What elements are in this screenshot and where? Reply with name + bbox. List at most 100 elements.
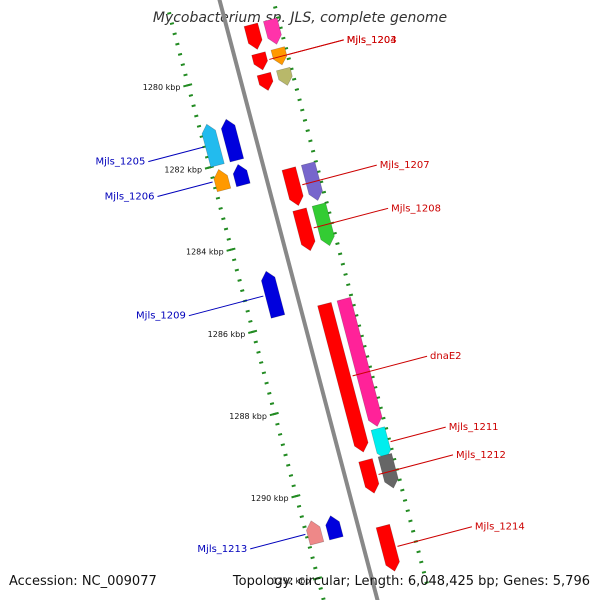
- minor-tick: [264, 381, 269, 385]
- gene-label-leader: [302, 164, 377, 186]
- major-tick: [291, 494, 301, 499]
- gene-arrow[interactable]: [377, 453, 399, 489]
- gene-arrow[interactable]: [201, 123, 225, 168]
- minor-tick: [281, 36, 286, 40]
- gene-label: Mjls_1209: [136, 311, 186, 322]
- gene-label: Mjls_1205: [95, 157, 145, 168]
- minor-tick: [275, 422, 280, 426]
- minor-tick: [218, 206, 223, 210]
- kbp-tick-label: 1290 kbp: [251, 494, 289, 503]
- minor-tick: [180, 63, 185, 67]
- gene-arrow[interactable]: [306, 520, 325, 546]
- minor-tick: [231, 258, 237, 262]
- minor-tick: [381, 416, 386, 420]
- minor-tick: [286, 57, 291, 61]
- minor-tick: [405, 509, 410, 513]
- minor-tick: [346, 283, 351, 287]
- gene-arrow[interactable]: [220, 118, 245, 163]
- minor-tick: [288, 474, 294, 478]
- minor-tick: [310, 149, 316, 153]
- minor-tick: [340, 262, 346, 266]
- gene-label-leader: [157, 181, 213, 198]
- gene-arrow[interactable]: [263, 17, 282, 45]
- gene-arrow[interactable]: [311, 202, 335, 247]
- minor-tick: [226, 237, 231, 241]
- minor-tick: [318, 587, 323, 591]
- kbp-tick-label: 1292 kbp: [273, 576, 311, 585]
- gene-label: Mjls_1208: [391, 203, 441, 214]
- minor-tick: [237, 278, 242, 282]
- major-tick: [183, 83, 193, 88]
- minor-tick: [267, 391, 272, 395]
- minor-tick: [297, 98, 302, 102]
- minor-tick: [348, 293, 354, 297]
- gene-arrow[interactable]: [317, 302, 369, 453]
- minor-tick: [402, 498, 408, 502]
- backbone-layer: [217, 0, 380, 600]
- gene-label: Mjls_1206: [105, 192, 155, 203]
- minor-tick: [261, 371, 267, 375]
- minor-tick: [256, 350, 261, 354]
- gene-label-leader: [188, 295, 264, 317]
- minor-tick: [183, 73, 188, 77]
- minor-tick: [313, 566, 318, 570]
- minor-tick: [321, 597, 326, 600]
- minor-tick: [321, 190, 327, 194]
- gene-arrow[interactable]: [292, 207, 316, 252]
- minor-tick: [424, 581, 429, 585]
- gene-arrow[interactable]: [251, 51, 268, 71]
- minor-tick: [302, 118, 308, 122]
- minor-tick: [291, 77, 297, 81]
- minor-tick: [167, 11, 172, 15]
- gene-arrow[interactable]: [358, 458, 380, 494]
- kbp-tick-layer: 1280 kbp 1282 kbp 1284 kbp 1286 kbp 1288 kbp…: [143, 5, 429, 600]
- minor-tick: [343, 272, 348, 276]
- gene-arrow[interactable]: [213, 168, 232, 193]
- minor-tick: [299, 515, 304, 519]
- minor-tick: [245, 309, 250, 313]
- gene-label-leader: [313, 207, 389, 229]
- gene-arrow[interactable]: [375, 523, 400, 572]
- minor-tick: [277, 432, 283, 436]
- gene-arrow[interactable]: [232, 163, 251, 188]
- minor-tick: [302, 525, 307, 529]
- minor-tick: [310, 556, 315, 560]
- gene-label: Mjls_1211: [449, 422, 499, 433]
- gene-arrow[interactable]: [243, 22, 263, 50]
- minor-tick: [240, 289, 245, 293]
- kbp-tick-label: 1288 kbp: [229, 412, 267, 421]
- gene-arrow[interactable]: [325, 515, 344, 541]
- minor-tick: [421, 570, 427, 574]
- gene-layer: [201, 17, 400, 572]
- minor-tick: [408, 519, 413, 523]
- minor-tick: [416, 550, 421, 554]
- gene-label: dnaE2: [430, 351, 462, 362]
- minor-tick: [234, 268, 240, 272]
- minor-tick: [419, 560, 424, 564]
- major-tick: [204, 165, 214, 170]
- gene-arrow[interactable]: [270, 46, 288, 66]
- gene-label-leader: [397, 526, 473, 547]
- minor-tick: [280, 443, 286, 447]
- minor-tick: [410, 529, 416, 533]
- minor-tick: [215, 196, 221, 200]
- genome-backbone: [217, 0, 380, 600]
- gene-label-leader: [352, 355, 428, 377]
- minor-tick: [335, 242, 340, 246]
- gene-label-leader: [378, 454, 454, 475]
- minor-tick: [248, 319, 253, 323]
- gene-arrow[interactable]: [261, 270, 286, 319]
- gene-arrow[interactable]: [300, 161, 323, 201]
- minor-tick: [269, 402, 275, 406]
- gene-label: Mjls_1212: [456, 450, 506, 461]
- minor-tick: [259, 361, 264, 365]
- gene-label: Mjls_1207: [380, 160, 430, 171]
- gene-arrow[interactable]: [276, 66, 293, 86]
- gene-arrow[interactable]: [256, 71, 274, 91]
- minor-tick: [194, 114, 199, 118]
- gene-arrow[interactable]: [336, 296, 383, 427]
- gene-arrow[interactable]: [281, 166, 304, 207]
- minor-tick: [188, 93, 194, 97]
